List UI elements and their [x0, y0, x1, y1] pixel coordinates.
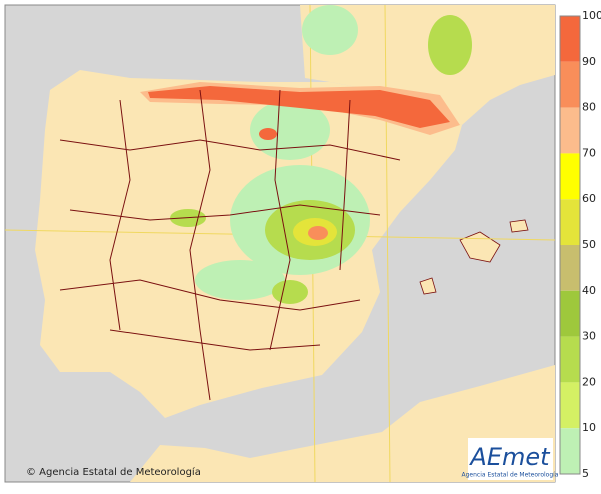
logo-box [468, 438, 553, 480]
legend-label: 40 [582, 284, 596, 297]
legend-frame [559, 15, 581, 475]
legend-label: 90 [582, 55, 596, 68]
logo: AEmet Agencia Estatal de Meteorología [462, 438, 559, 480]
legend-swatch [560, 336, 580, 383]
legend-label: 80 [582, 101, 596, 114]
balearic-islands [419, 219, 529, 295]
legend-swatch [560, 16, 580, 62]
legend-swatch [560, 382, 580, 429]
color-legend: 100 90 80 70 60 50 40 30 20 10 5 [559, 9, 601, 480]
legend-label: 100 [582, 9, 601, 22]
legend-swatch [560, 199, 580, 245]
legend-swatch [560, 153, 580, 200]
africa [130, 365, 555, 482]
legend-swatch [560, 290, 580, 337]
legend-swatch [560, 428, 580, 474]
legend-swatch [560, 107, 580, 154]
france [300, 5, 555, 125]
province-borders [59, 89, 401, 401]
logo-mark: AEmet [468, 443, 551, 471]
legend-label: 50 [582, 238, 596, 251]
logo-subtitle: Agencia Estatal de Meteorología [462, 472, 559, 479]
legend-swatch [560, 245, 580, 291]
legend-label: 60 [582, 192, 596, 205]
legend-label: 5 [582, 467, 589, 480]
legend-swatch [560, 61, 580, 108]
legend-label: 20 [582, 375, 596, 388]
legend-label: 10 [582, 421, 596, 434]
copyright: © Agencia Estatal de Meteorología [26, 466, 201, 478]
map: © Agencia Estatal de Meteorología AEmet … [4, 4, 559, 483]
legend-label: 70 [582, 146, 596, 159]
legend-label: 30 [582, 330, 596, 343]
